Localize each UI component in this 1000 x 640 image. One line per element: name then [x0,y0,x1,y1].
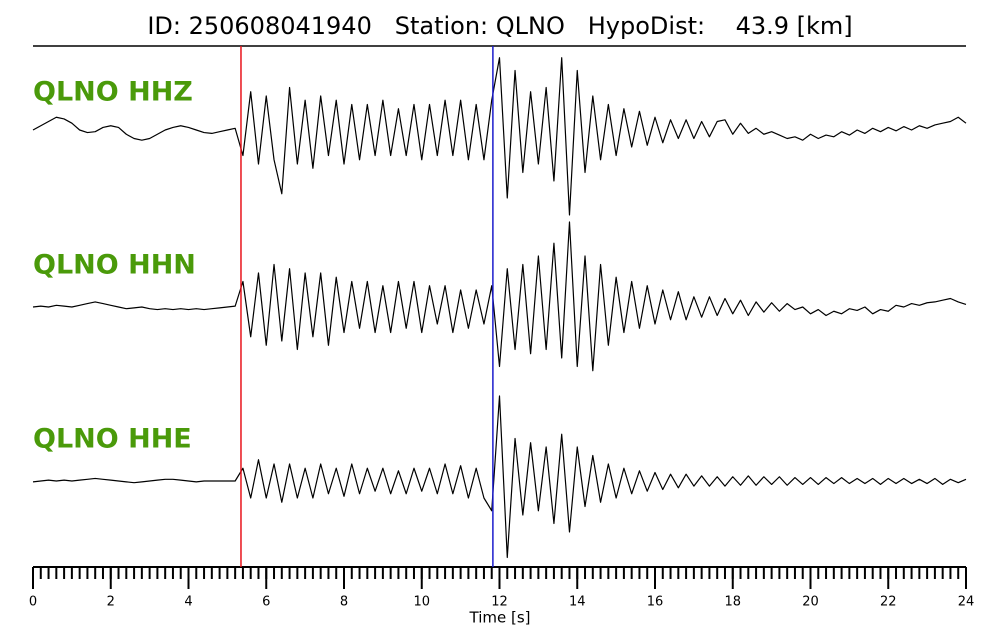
x-tick-label: 2 [107,595,115,610]
trace-label: QLNO HHZ [33,77,193,108]
x-tick-label: 4 [184,595,192,610]
x-tick-label: 24 [958,595,975,610]
x-tick-label: 22 [880,595,897,610]
x-tick-label: 18 [724,595,741,610]
waveform [32,221,967,372]
waveform [32,57,967,216]
x-tick-label: 8 [340,595,348,610]
x-tick-label: 0 [29,595,37,610]
trace-label: QLNO HHN [33,250,196,281]
chart-title: ID: 250608041940 Station: QLNO HypoDist:… [147,12,852,40]
x-tick-label: 14 [569,595,586,610]
x-tick-label: 20 [802,595,819,610]
x-tick-label: 6 [262,595,270,610]
x-axis-label: Time [s] [469,609,531,627]
x-tick-label: 16 [647,595,664,610]
trace-label: QLNO HHE [33,424,192,455]
waveform [32,395,967,559]
x-tick-label: 10 [413,595,430,610]
x-tick-label: 12 [491,595,508,610]
